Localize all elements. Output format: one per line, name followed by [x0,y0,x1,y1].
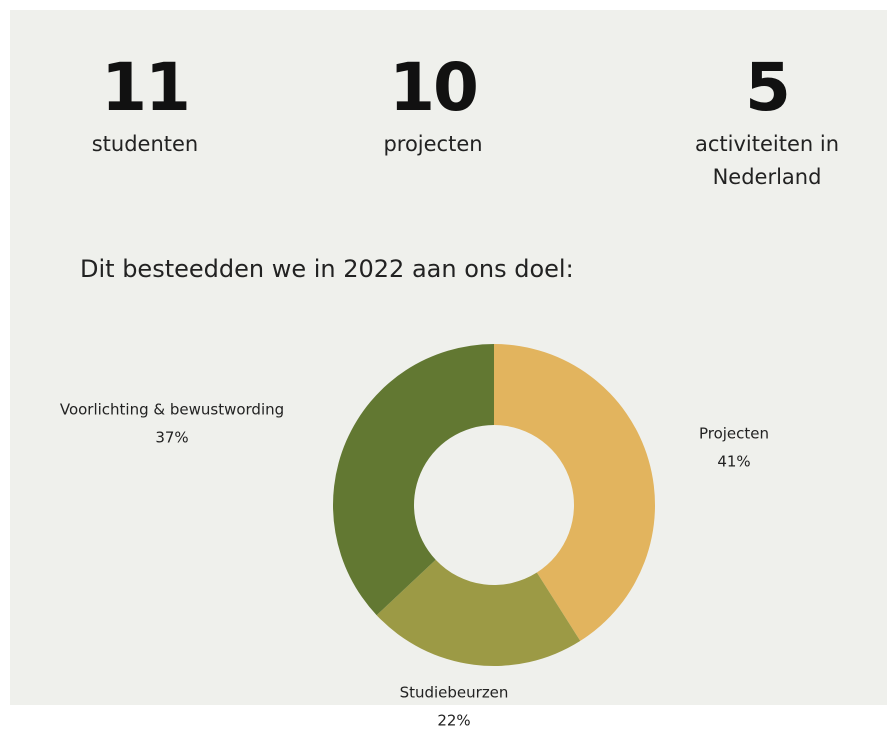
slice-label: Studiebeurzen [400,684,509,702]
stat-number: 11 [101,49,191,126]
slice-label: Voorlichting & bewustwording [60,401,284,419]
donut-slice [376,559,581,666]
stat: 11 studenten [45,50,245,161]
stat: 10 projecten [333,50,533,161]
stat-number: 5 [745,49,791,126]
slice-value-label: 22% [437,712,470,730]
slice-value-label: 37% [155,429,188,447]
stat-label: studenten [91,132,199,156]
slice-label: Projecten [699,425,769,443]
slice-value-label: 41% [717,453,750,471]
stat-label: projecten [383,132,483,156]
stat: 5 activiteiten in Nederland [667,50,867,194]
donut-slice [333,344,494,616]
chart-title: Dit besteedden we in 2022 aan ons doel: [80,255,574,283]
stat-number: 10 [389,49,479,126]
stat-label: activiteiten in Nederland [694,132,840,189]
donut-slice [494,344,655,641]
